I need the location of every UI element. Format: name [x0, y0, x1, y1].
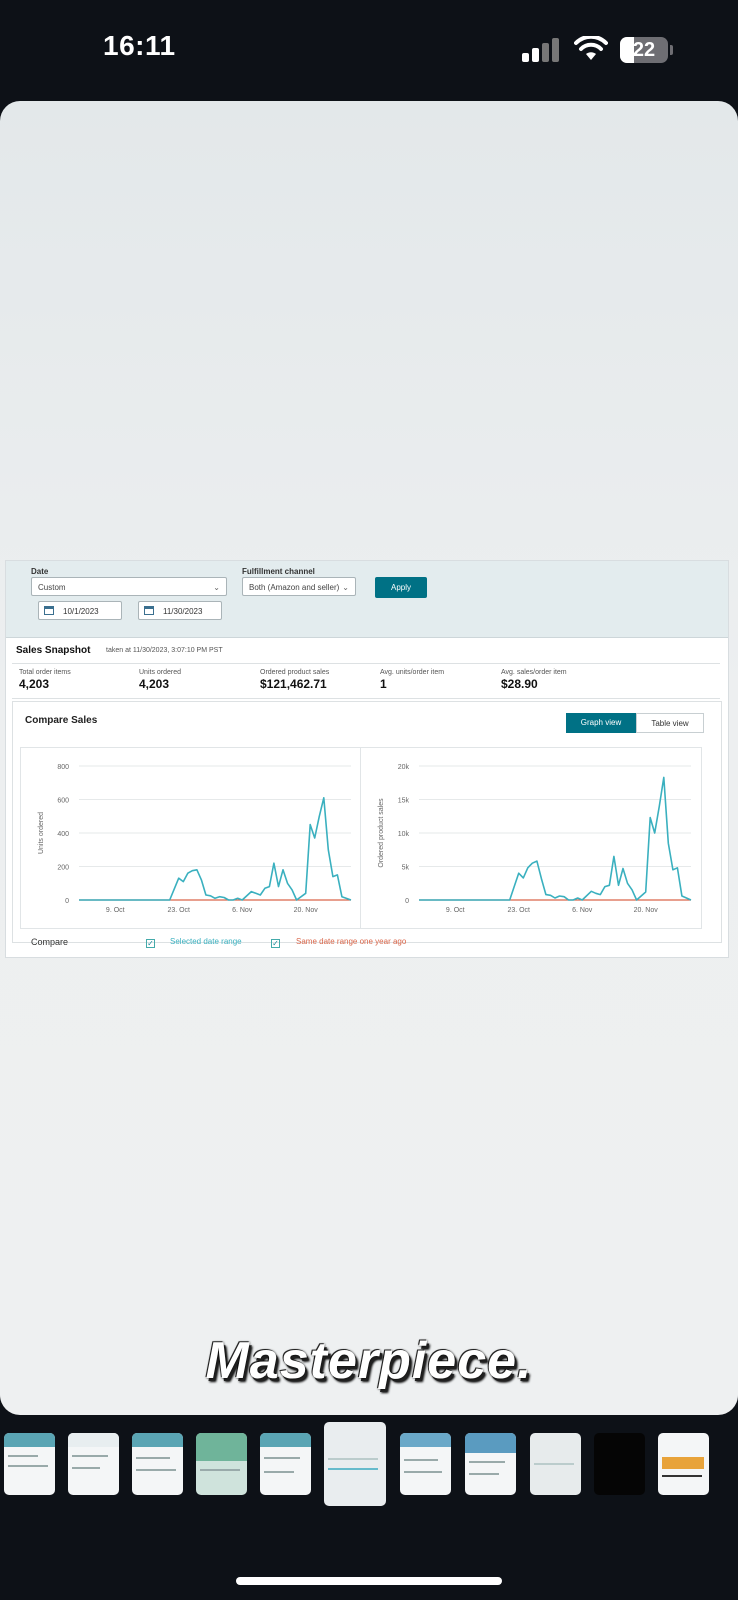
cellular-signal-icon [522, 38, 562, 62]
thumbnail[interactable] [260, 1433, 311, 1495]
table-view-button[interactable]: Table view [636, 713, 704, 733]
y-tick-label: 600 [57, 798, 69, 805]
metric-ordered-product-sales: Ordered product sales $121,462.71 [260, 669, 330, 691]
thumbnail[interactable] [465, 1433, 516, 1495]
end-date-field[interactable]: 11/30/2023 [138, 601, 222, 620]
year-ago-checkbox[interactable]: ✓ [271, 939, 280, 948]
calendar-icon [44, 606, 54, 615]
units-ordered-chart: 0 200 400 600 800 9. Oct 23. Oct 6. Nov 20. Nov U… [38, 764, 352, 914]
thumbnail[interactable] [68, 1433, 119, 1495]
x-tick-label: 9. Oct [446, 907, 465, 914]
wifi-icon [574, 36, 608, 60]
selected-range-checkbox[interactable]: ✓ [146, 939, 155, 948]
chevron-down-icon: ⌄ [213, 583, 220, 592]
snapshot-timestamp: taken at 11/30/2023, 3:07:10 PM PST [106, 647, 223, 654]
snapshot-metrics: Total order items 4,203 Units ordered 4,20… [12, 663, 720, 699]
x-tick-label: 20. Nov [634, 907, 659, 914]
y-tick-label: 0 [65, 898, 69, 905]
selected-range-legend[interactable]: Selected date range [170, 937, 242, 946]
y-tick-label: 400 [57, 831, 69, 838]
x-tick-label: 6. Nov [232, 907, 253, 914]
y-axis-label: Ordered product sales [378, 798, 385, 868]
filter-bar: Date Custom ⌄ Fulfillment channel Both (A… [6, 561, 728, 638]
home-indicator [236, 1577, 502, 1585]
thumbnail[interactable] [132, 1433, 183, 1495]
thumbnail-selected[interactable] [324, 1422, 386, 1506]
year-ago-legend[interactable]: Same date range one year ago [296, 937, 407, 946]
y-tick-label: 0 [405, 898, 409, 905]
snapshot-title: Sales Snapshot [16, 645, 91, 656]
metric-avg-units: Avg. units/order item 1 [380, 669, 445, 691]
battery-icon: 22 [620, 37, 673, 63]
date-select[interactable]: Custom ⌄ [31, 577, 227, 596]
date-label: Date [31, 567, 49, 576]
video-caption: Masterpiece. [205, 1332, 533, 1390]
thumbnail[interactable] [400, 1433, 451, 1495]
thumbnail[interactable] [196, 1433, 247, 1495]
series-line-selected-range [79, 796, 352, 901]
x-tick-label: 23. Oct [167, 907, 190, 914]
thumbnail[interactable] [594, 1433, 645, 1495]
calendar-icon [144, 606, 154, 615]
fulfillment-select[interactable]: Both (Amazon and seller) ⌄ [242, 577, 356, 596]
metric-total-order-items: Total order items 4,203 [19, 669, 71, 691]
series-line-selected-range [419, 776, 692, 901]
graph-view-button[interactable]: Graph view [566, 713, 636, 733]
x-tick-label: 23. Oct [507, 907, 530, 914]
x-tick-label: 9. Oct [106, 907, 125, 914]
metric-avg-sales: Avg. sales/order item $28.90 [501, 669, 567, 691]
metric-units-ordered: Units ordered 4,203 [139, 669, 182, 691]
x-tick-label: 20. Nov [294, 907, 319, 914]
compare-label: Compare [31, 937, 69, 947]
sales-chart-panel: 0 5k 10k 15k 20k 9. Oct 23. Oct 6. Nov 20. Nov Or… [360, 747, 702, 929]
y-tick-label: 5k [402, 865, 410, 872]
product-sales-chart: 0 5k 10k 15k 20k 9. Oct 23. Oct 6. Nov 20. Nov Or… [378, 764, 692, 914]
y-tick-label: 20k [398, 764, 410, 771]
y-tick-label: 10k [398, 831, 410, 838]
units-chart-panel: 0 200 400 600 800 9. Oct 23. Oct 6. Nov 20. Nov U… [20, 747, 362, 929]
y-tick-label: 15k [398, 798, 410, 805]
x-tick-label: 6. Nov [572, 907, 593, 914]
apply-button[interactable]: Apply [375, 577, 427, 598]
fulfillment-label: Fulfillment channel [242, 567, 315, 576]
y-tick-label: 200 [57, 865, 69, 872]
status-time: 16:11 [103, 30, 176, 61]
battery-level: 22 [632, 39, 656, 61]
thumbnail[interactable] [658, 1433, 709, 1495]
thumbnail[interactable] [530, 1433, 581, 1495]
sales-dashboard-screenshot: Date Custom ⌄ Fulfillment channel Both (A… [6, 561, 728, 957]
y-axis-label: Units ordered [38, 812, 45, 854]
compare-sales-title: Compare Sales [25, 715, 98, 726]
media-viewer[interactable]: Date Custom ⌄ Fulfillment channel Both (A… [0, 101, 738, 1415]
y-tick-label: 800 [57, 764, 69, 771]
start-date-field[interactable]: 10/1/2023 [38, 601, 122, 620]
thumbnail-strip[interactable] [0, 1420, 738, 1540]
status-bar: 16:11 22 [0, 0, 738, 100]
thumbnail[interactable] [4, 1433, 55, 1495]
chevron-down-icon: ⌄ [342, 583, 349, 592]
